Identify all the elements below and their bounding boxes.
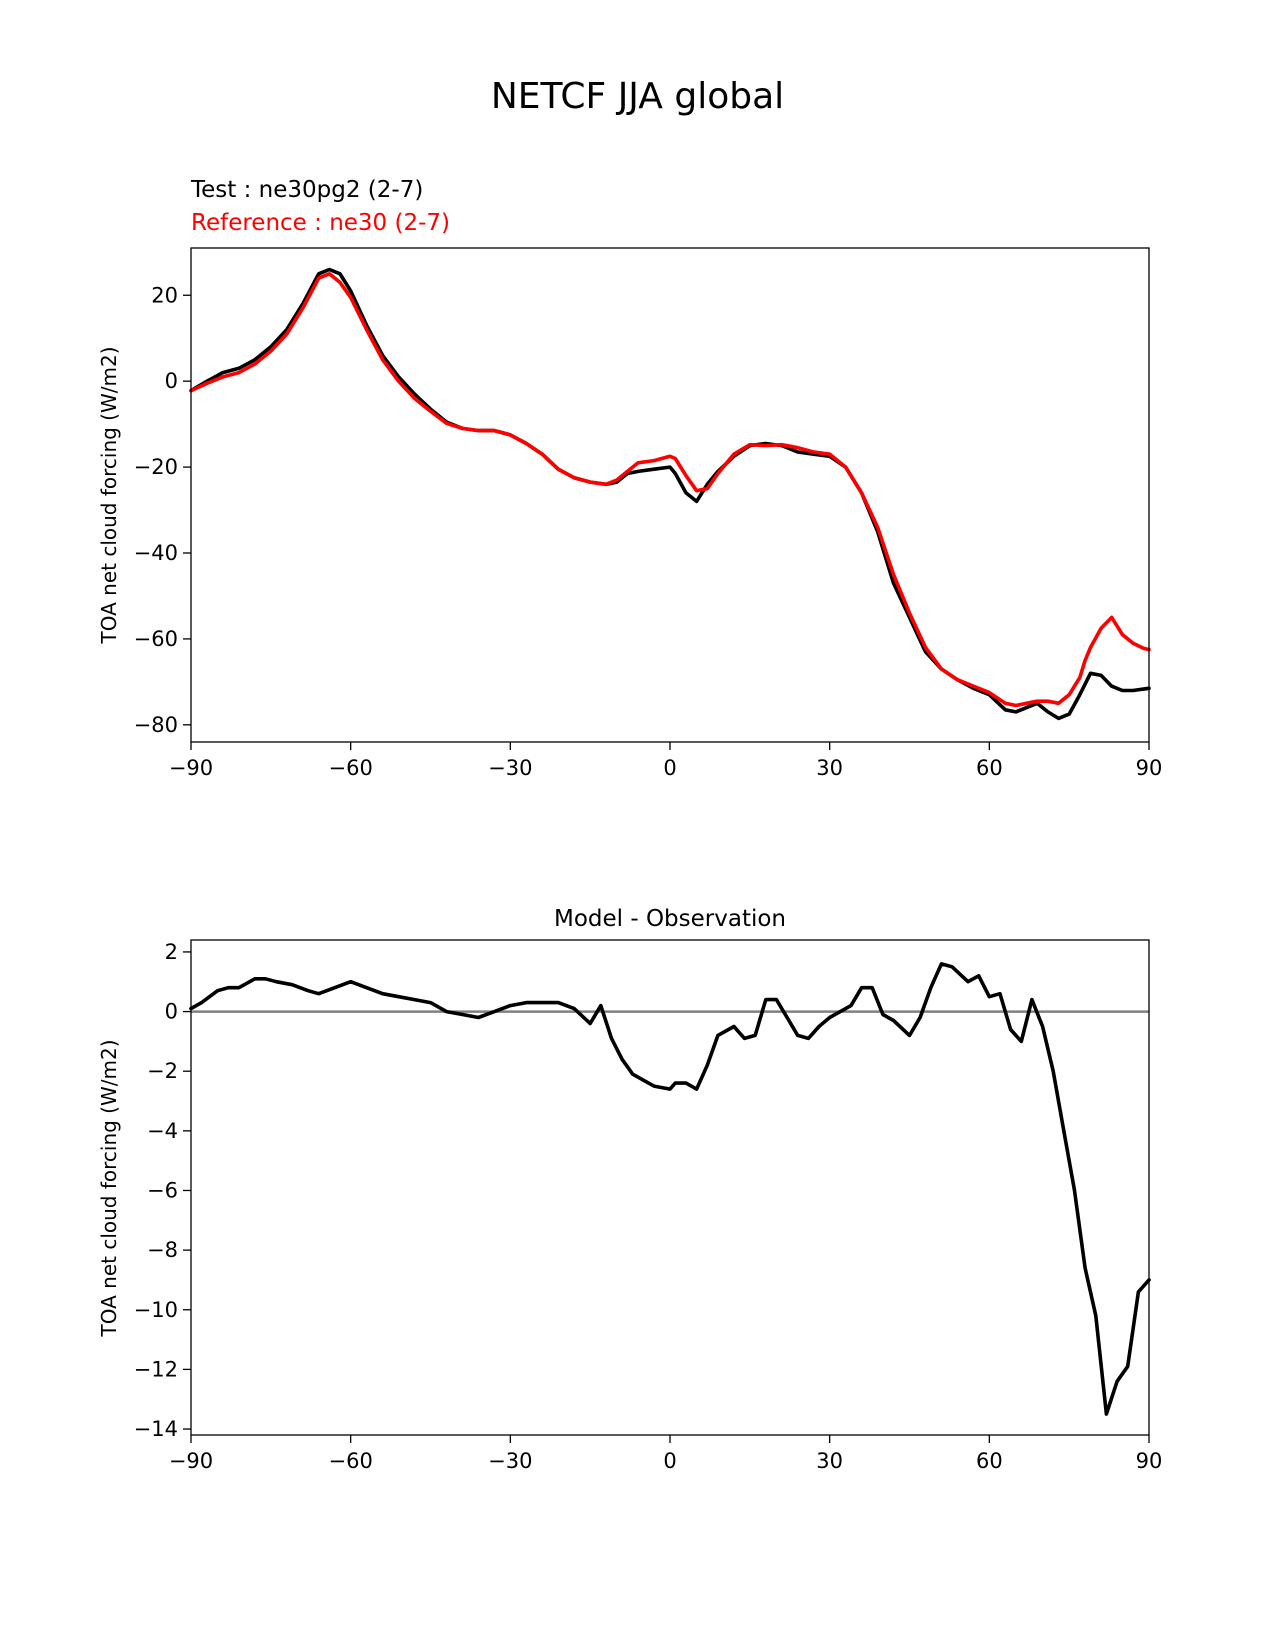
figure-title: NETCF JJA global (491, 76, 784, 117)
x-tick-label: 90 (1136, 1449, 1163, 1473)
top-y-axis-label: TOA net cloud forcing (W/m2) (97, 346, 121, 644)
x-tick-label: −60 (329, 756, 373, 780)
x-tick-label: 30 (816, 1449, 843, 1473)
y-tick-label: −40 (134, 541, 178, 565)
y-tick-label: 2 (165, 940, 178, 964)
bottom-y-axis-label: TOA net cloud forcing (W/m2) (97, 1039, 121, 1337)
series-line-black (189, 267, 1151, 721)
bottom-plot: Model - Observation −90 −60 −30 0 30 60 90−14−… (97, 906, 1162, 1473)
y-tick-label: 0 (165, 1000, 178, 1024)
y-tick-label: −60 (134, 627, 178, 651)
y-tick-label: −10 (134, 1298, 178, 1322)
x-tick-label: 0 (663, 1449, 676, 1473)
y-tick-label: −8 (147, 1238, 178, 1262)
test-annotation: Test : ne30pg2 (2-7) (190, 177, 423, 203)
y-tick-label: −12 (134, 1357, 178, 1381)
series-line-red (189, 271, 1151, 708)
top-plot: Test : ne30pg2 (2-7) Reference : ne30 (2… (97, 177, 1162, 780)
y-tick-label: −20 (134, 455, 178, 479)
x-tick-label: −90 (169, 756, 213, 780)
x-tick-label: −90 (169, 1449, 213, 1473)
y-tick-label: −2 (147, 1059, 178, 1083)
x-tick-label: 0 (663, 756, 676, 780)
y-tick-label: 0 (165, 369, 178, 393)
x-tick-label: 30 (816, 756, 843, 780)
y-tick-label: −80 (134, 713, 178, 737)
y-tick-label: −14 (134, 1417, 178, 1441)
series-line-black (189, 962, 1151, 1416)
bottom-plot-title: Model - Observation (554, 906, 786, 932)
x-tick-label: −30 (488, 1449, 532, 1473)
y-tick-label: −4 (147, 1119, 178, 1143)
y-tick-label: 20 (151, 283, 178, 307)
x-tick-label: 60 (976, 756, 1003, 780)
top-plot-frame (190, 247, 1150, 743)
x-tick-label: 90 (1136, 756, 1163, 780)
x-tick-label: −60 (329, 1449, 373, 1473)
reference-annotation: Reference : ne30 (2-7) (191, 210, 450, 236)
x-tick-label: −30 (488, 756, 532, 780)
y-tick-label: −6 (147, 1178, 178, 1202)
x-tick-label: 60 (976, 1449, 1003, 1473)
